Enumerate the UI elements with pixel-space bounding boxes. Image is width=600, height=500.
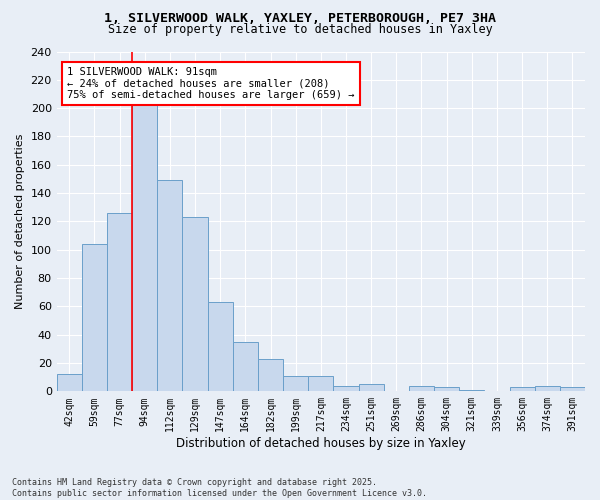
Bar (208, 302, 233, 392)
Bar (459, 390, 484, 392)
Bar (132, 102, 157, 392)
Bar (434, 387, 459, 392)
Bar (560, 387, 585, 392)
X-axis label: Distribution of detached houses by size in Yaxley: Distribution of detached houses by size … (176, 437, 466, 450)
Bar (107, 213, 132, 392)
Bar (535, 386, 560, 392)
Text: 1, SILVERWOOD WALK, YAXLEY, PETERBOROUGH, PE7 3HA: 1, SILVERWOOD WALK, YAXLEY, PETERBOROUGH… (104, 12, 496, 26)
Bar (233, 342, 258, 392)
Bar (56, 374, 82, 392)
Bar (157, 180, 182, 392)
Bar (509, 387, 535, 392)
Bar (283, 376, 308, 392)
Text: Size of property relative to detached houses in Yaxley: Size of property relative to detached ho… (107, 22, 493, 36)
Bar (359, 384, 384, 392)
Text: Contains HM Land Registry data © Crown copyright and database right 2025.
Contai: Contains HM Land Registry data © Crown c… (12, 478, 427, 498)
Bar (182, 217, 208, 392)
Bar (82, 244, 107, 392)
Y-axis label: Number of detached properties: Number of detached properties (15, 134, 25, 309)
Bar (258, 359, 283, 392)
Bar (409, 386, 434, 392)
Text: 1 SILVERWOOD WALK: 91sqm
← 24% of detached houses are smaller (208)
75% of semi-: 1 SILVERWOOD WALK: 91sqm ← 24% of detach… (67, 67, 355, 100)
Bar (308, 376, 334, 392)
Bar (334, 386, 359, 392)
